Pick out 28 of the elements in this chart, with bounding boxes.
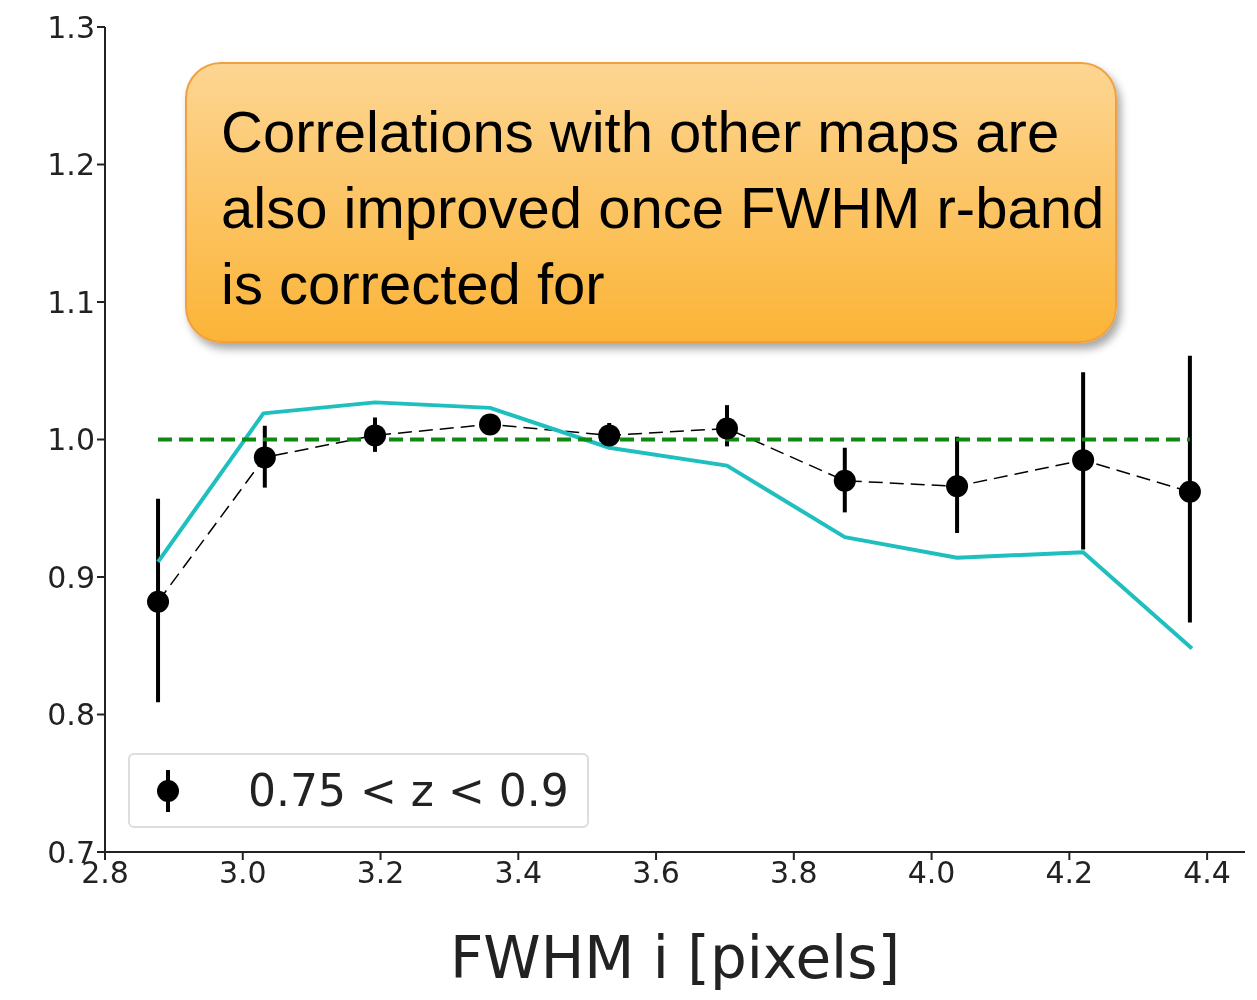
point: [598, 424, 621, 447]
x-tick-label: 3.0: [218, 855, 267, 891]
x-tick-label: 4.4: [1183, 855, 1231, 891]
x-tick-label: 3.2: [356, 855, 405, 891]
point: [833, 469, 856, 492]
y-tick-label: 0.9: [47, 559, 95, 595]
point: [716, 417, 739, 440]
annotation: Correlations with other maps are also improved once FWHM r-band is corrected for: [185, 62, 1117, 343]
x-tick-label: 3.4: [494, 855, 543, 891]
line-series: [156, 400, 1194, 651]
point: [946, 475, 969, 498]
y-tick-label: 1.1: [47, 284, 95, 320]
legend-label: 0.75 < z < 0.9: [248, 765, 569, 816]
y-tick-label: 0.8: [47, 697, 95, 733]
y-tick-label: 1.2: [47, 147, 95, 183]
point: [147, 590, 170, 613]
x-tick-label: 3.6: [632, 855, 680, 891]
point: [253, 446, 276, 469]
point: [1072, 449, 1095, 472]
x-axis-title: FWHM i [pixels]: [449, 924, 901, 992]
point: [1178, 480, 1201, 503]
x-tick-label: 4.0: [907, 855, 956, 891]
y-tick-label: 1.0: [47, 422, 95, 458]
point: [479, 413, 502, 436]
y-tick-label: 1.3: [47, 9, 95, 45]
x-tick-label: 4.2: [1045, 855, 1094, 891]
x-tick-label: 3.8: [769, 855, 818, 891]
point: [364, 424, 387, 447]
